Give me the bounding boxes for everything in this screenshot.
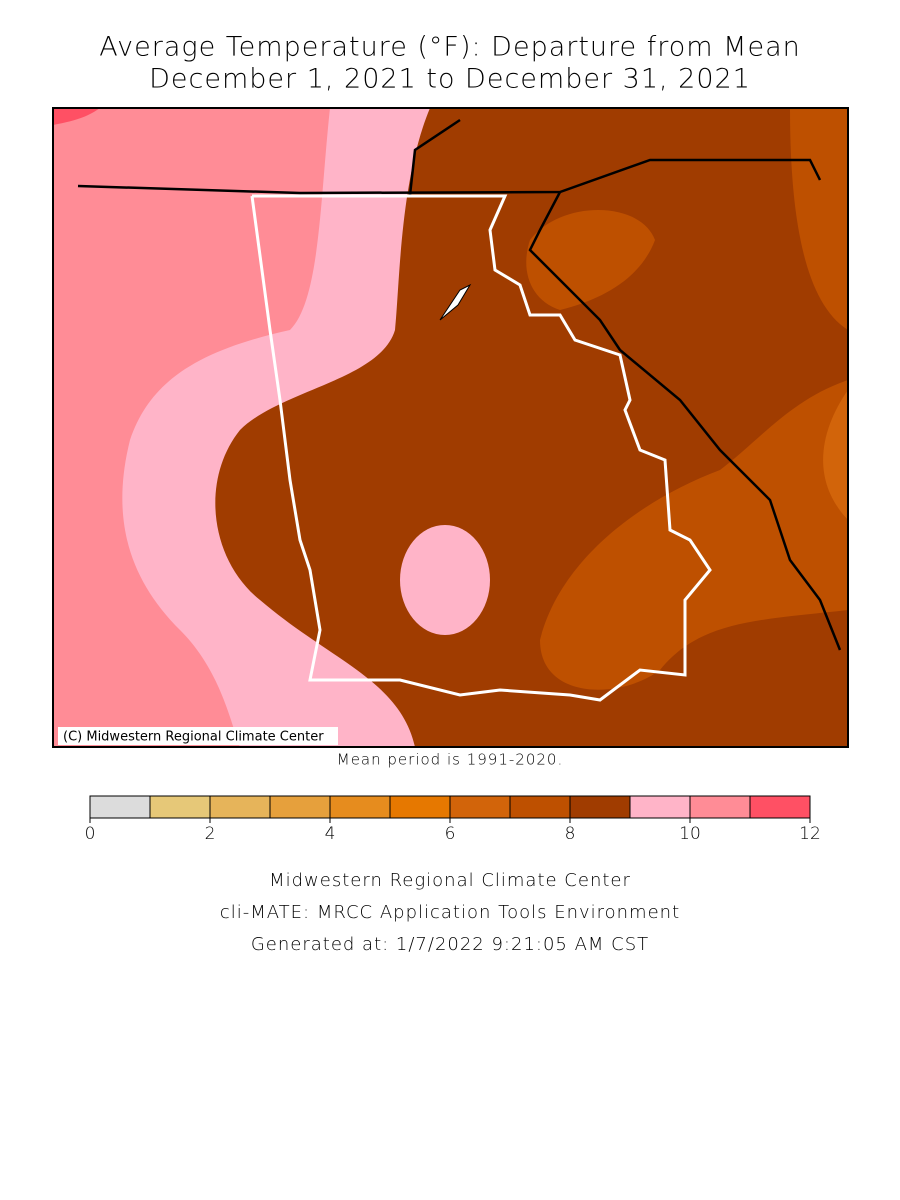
legend-swatch [569,795,631,819]
legend-swatch [209,795,271,819]
legend-tick-label: 4 [325,824,336,844]
footer-line: Midwestern Regional Climate Center [269,870,631,891]
legend-swatch [389,795,451,819]
legend-tick-label: 0 [85,824,96,844]
border [77,158,822,195]
legend-tick-label: 6 [445,824,456,844]
legend-tick-label: 2 [205,824,216,844]
copyright-box [58,727,338,745]
legend-swatch [89,795,151,819]
legend-swatch [269,795,331,819]
state-outline [250,194,712,702]
note: Mean period is 1991-2020. [337,751,563,769]
footer: Midwestern Regional Climate Center cli-MA… [220,870,680,955]
legend-swatch [689,795,751,819]
legend: 0 2 4 6 8 10 12 [85,795,821,844]
lake [439,283,472,321]
zone [53,108,100,125]
legend-swatch [629,795,691,819]
title: Average Temperature (°F): Departure from… [99,32,800,63]
river [528,191,842,651]
footer-line: Generated at: 1/7/2022 9:21:05 AM CST [251,934,649,955]
legend-tick-label: 8 [565,824,576,844]
border [408,118,461,196]
zone [526,210,655,310]
map: (C) Midwestern Regional Climate Center [52,107,849,748]
legend-swatch [749,795,811,819]
zone [540,380,848,690]
zone [790,108,848,330]
legend-swatch [449,795,511,819]
zone [400,525,490,635]
legend-swatch [149,795,211,819]
footer-line: cli-MATE: MRCC Application Tools Environ… [220,902,680,923]
legend-tick-label: 12 [799,824,821,844]
subtitle: December 1, 2021 to December 31, 2021 [149,64,751,95]
copyright: (C) Midwestern Regional Climate Center [63,730,324,745]
map-frame [52,107,849,748]
zone [823,390,848,520]
legend-tick-label: 10 [679,824,701,844]
legend-swatch [509,795,571,819]
legend-swatch [329,795,391,819]
